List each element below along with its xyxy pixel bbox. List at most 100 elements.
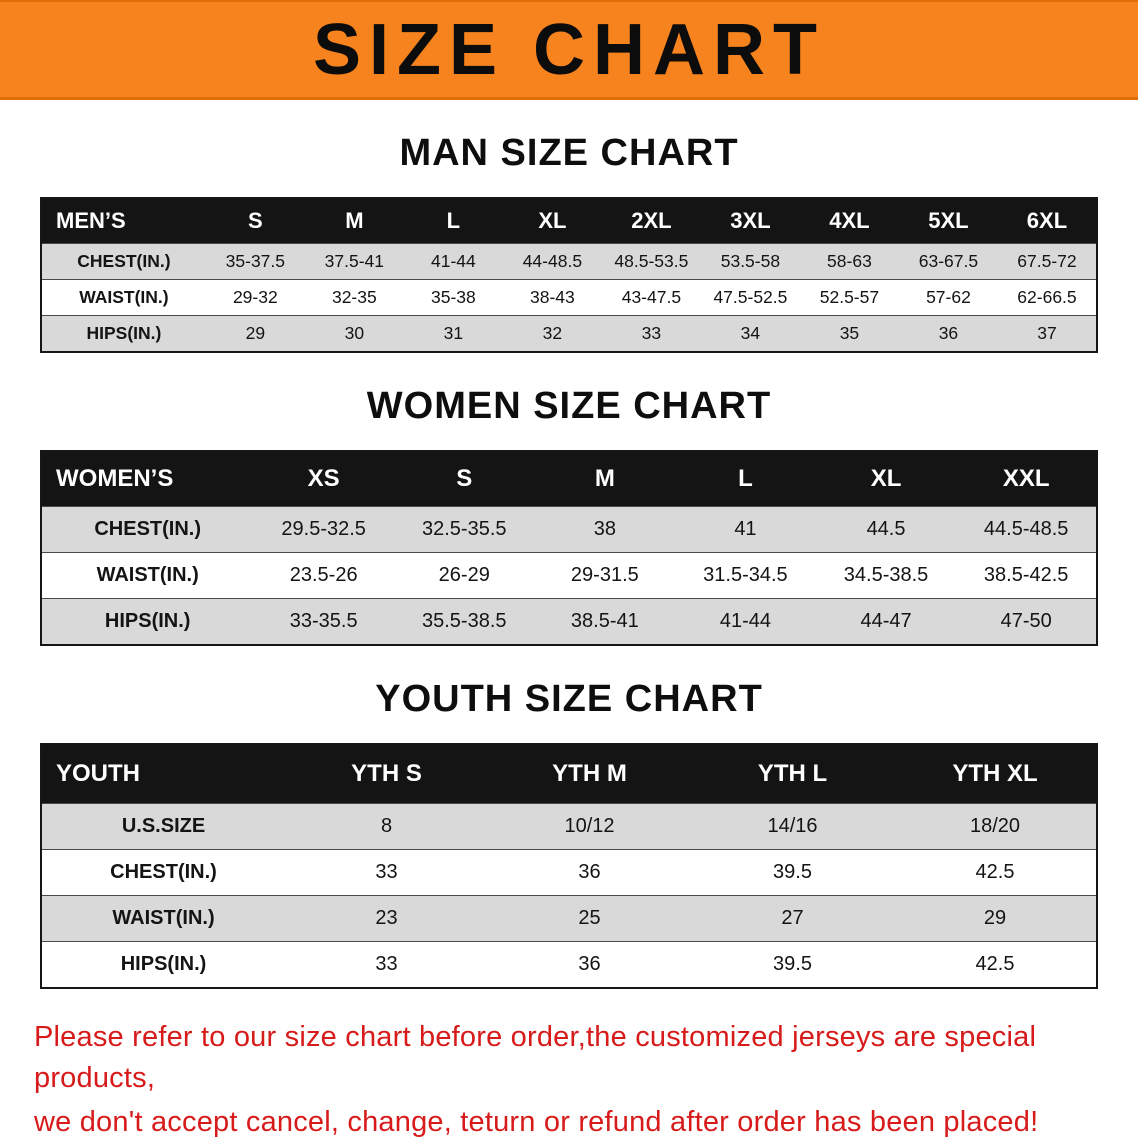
value-cell: 42.5 xyxy=(975,861,1015,883)
value-cell: 35 xyxy=(839,323,860,343)
value-cell: 10/12 xyxy=(564,815,615,837)
size-header-cell: S xyxy=(393,451,535,507)
table-row: CHEST(IN.) 29.5-32.5 32.5-35.5 38 41 44.5 44.5… xyxy=(41,506,1097,553)
row-label-cell: CHEST(IN.) xyxy=(77,251,171,271)
value-cell: 39.5 xyxy=(773,953,812,975)
value-cell: 32-35 xyxy=(331,287,377,307)
value-cell: 29-31.5 xyxy=(570,564,639,586)
value-cell: 41-44 xyxy=(430,251,476,271)
table-row: U.S.SIZE 8 10/12 14/16 18/20 xyxy=(41,803,1097,850)
row-label-cell: WAIST(IN.) xyxy=(112,907,215,929)
value-cell: 39.5 xyxy=(773,861,812,883)
value-cell: 37.5-41 xyxy=(324,251,385,271)
value-cell: 38.5-41 xyxy=(570,610,639,632)
row-label-cell: CHEST(IN.) xyxy=(94,518,202,540)
size-header-cell: L xyxy=(675,451,816,507)
size-header-cell: S xyxy=(205,198,305,244)
value-cell: 31 xyxy=(443,323,464,343)
table-row: HIPS(IN.) 29 30 31 32 33 34 35 36 37 xyxy=(41,315,1097,352)
table-title-cell: MEN’S xyxy=(41,198,206,244)
size-header-cell: XXL xyxy=(956,451,1097,507)
value-cell: 52.5-57 xyxy=(819,287,880,307)
value-cell: 8 xyxy=(380,815,393,837)
value-cell: 58-63 xyxy=(827,251,872,271)
row-label-cell: HIPS(IN.) xyxy=(104,610,191,632)
order-notice: Please refer to our size chart before or… xyxy=(0,1017,1138,1143)
table-row: HIPS(IN.) 33 36 39.5 42.5 xyxy=(41,941,1097,988)
value-cell: 53.5-58 xyxy=(720,251,781,271)
value-cell: 41-44 xyxy=(719,610,772,632)
value-cell: 31.5-34.5 xyxy=(703,564,788,586)
youth-size-table: YOUTH YTH S YTH M YTH L YTH XL U.S.SIZE 8 10/12… xyxy=(40,743,1098,989)
women-section-heading: WOMEN SIZE CHART xyxy=(366,385,772,427)
value-cell: 37 xyxy=(1037,323,1057,343)
value-cell: 38-43 xyxy=(530,287,575,307)
value-cell: 33 xyxy=(641,323,662,343)
size-header-cell: YTH M xyxy=(488,744,691,804)
size-header-cell: YTH L xyxy=(691,744,894,804)
value-cell: 44.5-48.5 xyxy=(983,518,1069,540)
women-size-section: WOMEN SIZE CHART WOMEN’S XS S M L XL XXL CHEST(… xyxy=(0,385,1138,646)
size-header-cell: M xyxy=(534,451,676,507)
banner-title: SIZE CHART xyxy=(313,9,825,90)
size-header-cell: 4XL xyxy=(799,198,899,244)
row-label-cell: HIPS(IN.) xyxy=(120,953,207,975)
table-row: HIPS(IN.) 33-35.5 35.5-38.5 38.5-41 41-44 44-… xyxy=(41,598,1097,645)
table-row: CHEST(IN.) 33 36 39.5 42.5 xyxy=(41,849,1097,896)
size-header-cell: XL xyxy=(502,198,602,244)
value-cell: 38.5-42.5 xyxy=(983,564,1069,586)
value-cell: 36 xyxy=(578,953,601,975)
value-cell: 30 xyxy=(344,323,365,343)
table-row: WAIST(IN.) 23 25 27 29 xyxy=(41,895,1097,942)
men-size-section: MAN SIZE CHART MEN’S S M L XL 2XL 3XL 4XL 5XL 6XL… xyxy=(0,132,1138,353)
value-cell: 42.5 xyxy=(975,953,1015,975)
value-cell: 32 xyxy=(542,323,563,343)
men-section-heading: MAN SIZE CHART xyxy=(399,132,739,174)
value-cell: 38 xyxy=(593,518,616,540)
value-cell: 35-38 xyxy=(430,287,476,307)
value-cell: 25 xyxy=(578,907,601,929)
value-cell: 47-50 xyxy=(1000,610,1052,632)
value-cell: 57-62 xyxy=(926,287,971,307)
value-cell: 29 xyxy=(983,907,1007,929)
value-cell: 33 xyxy=(375,953,398,975)
value-cell: 36 xyxy=(578,861,601,883)
value-cell: 32.5-35.5 xyxy=(421,518,507,540)
value-cell: 48.5-53.5 xyxy=(614,251,689,271)
value-cell: 34 xyxy=(740,323,761,343)
table-title-cell: WOMEN’S xyxy=(41,451,254,507)
value-cell: 47.5-52.5 xyxy=(713,287,788,307)
value-cell: 67.5-72 xyxy=(1017,251,1077,271)
youth-size-section: YOUTH SIZE CHART YOUTH YTH S YTH M YTH L YTH… xyxy=(0,678,1138,989)
men-size-table: MEN’S S M L XL 2XL 3XL 4XL 5XL 6XL CHEST(IN.) 35-37… xyxy=(40,197,1098,353)
row-label-cell: WAIST(IN.) xyxy=(79,287,169,307)
size-header-cell: 6XL xyxy=(997,198,1097,244)
value-cell: 41 xyxy=(734,518,757,540)
size-header-cell: YTH S xyxy=(285,744,489,804)
value-cell: 34.5-38.5 xyxy=(843,564,929,586)
size-header-cell: 5XL xyxy=(898,198,998,244)
table-header-row: YOUTH YTH S YTH M YTH L YTH XL xyxy=(41,744,1097,804)
row-label-cell: CHEST(IN.) xyxy=(110,861,217,883)
order-notice-line-2: we don't accept cancel, change, teturn o… xyxy=(34,1106,1039,1139)
value-cell: 33-35.5 xyxy=(289,610,358,632)
size-header-cell: 3XL xyxy=(700,198,800,244)
table-row: WAIST(IN.) 23.5-26 26-29 29-31.5 31.5-34.5 34… xyxy=(41,552,1097,599)
youth-section-heading: YOUTH SIZE CHART xyxy=(375,678,763,720)
value-cell: 62-66.5 xyxy=(1017,287,1077,307)
table-title-cell: YOUTH xyxy=(41,744,286,804)
size-header-cell: YTH XL xyxy=(893,744,1097,804)
size-header-cell: XS xyxy=(253,451,394,507)
value-cell: 29.5-32.5 xyxy=(281,518,366,540)
value-cell: 43-47.5 xyxy=(621,287,682,307)
value-cell: 35-37.5 xyxy=(225,251,286,271)
size-chart-banner: SIZE CHART xyxy=(0,0,1138,100)
row-label-cell: WAIST(IN.) xyxy=(96,564,199,586)
value-cell: 35.5-38.5 xyxy=(421,610,507,632)
value-cell: 44-47 xyxy=(860,610,912,632)
women-size-table: WOMEN’S XS S M L XL XXL CHEST(IN.) 29.5-32.5 32.5… xyxy=(40,450,1098,646)
row-label-cell: HIPS(IN.) xyxy=(86,323,162,343)
table-header-row: MEN’S S M L XL 2XL 3XL 4XL 5XL 6XL xyxy=(41,198,1097,244)
order-notice-line-1: Please refer to our size chart before or… xyxy=(34,1021,1037,1094)
value-cell: 36 xyxy=(938,323,959,343)
